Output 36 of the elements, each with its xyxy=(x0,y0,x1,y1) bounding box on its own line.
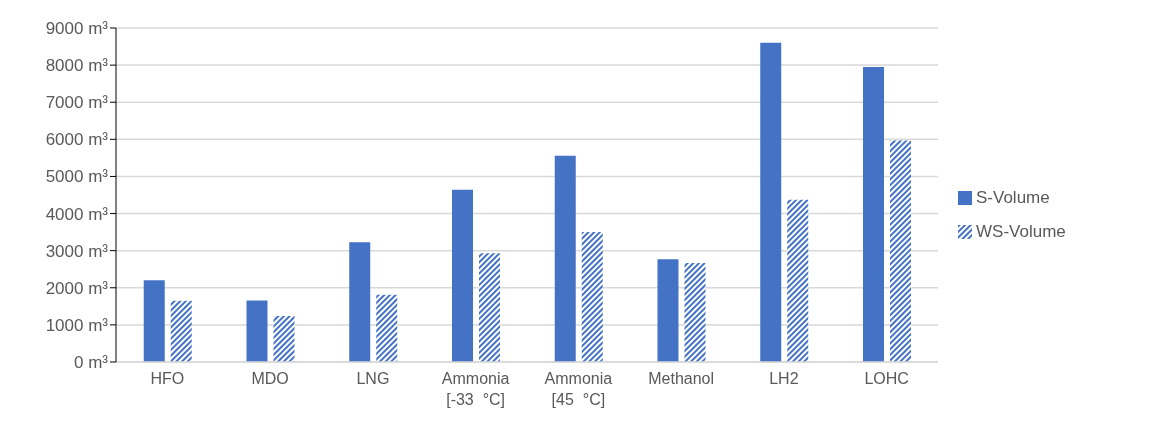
bar xyxy=(554,155,576,362)
y-tick-label: 6000 m³ xyxy=(45,130,109,150)
x-tick-label: Methanol xyxy=(648,370,715,387)
y-tick-label: 1000 m³ xyxy=(45,315,109,335)
y-tick-label: 3000 m³ xyxy=(45,241,109,261)
x-tick-label: Ammonia [45 °C] xyxy=(544,370,613,408)
bar xyxy=(246,300,268,362)
y-tick-label: 2000 m³ xyxy=(45,278,109,298)
bar xyxy=(760,42,782,362)
bar xyxy=(478,253,500,362)
y-tick-label: 4000 m³ xyxy=(45,204,109,224)
x-tick-label: Ammonia [-33 °C] xyxy=(441,370,510,408)
bar xyxy=(451,189,473,362)
x-tick-label: HFO xyxy=(150,370,185,387)
bar xyxy=(376,294,398,362)
bar xyxy=(143,280,165,362)
bar xyxy=(657,259,679,362)
x-tick-label: LH2 xyxy=(769,370,799,387)
legend-label: WS-Volume xyxy=(976,222,1066,242)
bar xyxy=(349,242,371,362)
y-tick-label: 9000 m³ xyxy=(45,19,109,39)
y-tick-label: 8000 m³ xyxy=(45,56,109,76)
x-tick-label: LNG xyxy=(356,370,390,387)
y-tick-label: 0 m³ xyxy=(74,353,109,373)
bar xyxy=(581,232,603,362)
bar xyxy=(273,315,295,362)
bar xyxy=(889,140,911,362)
y-tick-label: 7000 m³ xyxy=(45,93,109,113)
bar xyxy=(787,199,809,362)
bar xyxy=(862,66,884,362)
y-tick-label: 5000 m³ xyxy=(45,167,109,187)
bar xyxy=(684,262,706,362)
bar xyxy=(170,300,192,362)
x-tick-label: LOHC xyxy=(864,370,909,387)
x-tick-label: MDO xyxy=(251,370,289,387)
legend-label: S-Volume xyxy=(976,188,1050,208)
